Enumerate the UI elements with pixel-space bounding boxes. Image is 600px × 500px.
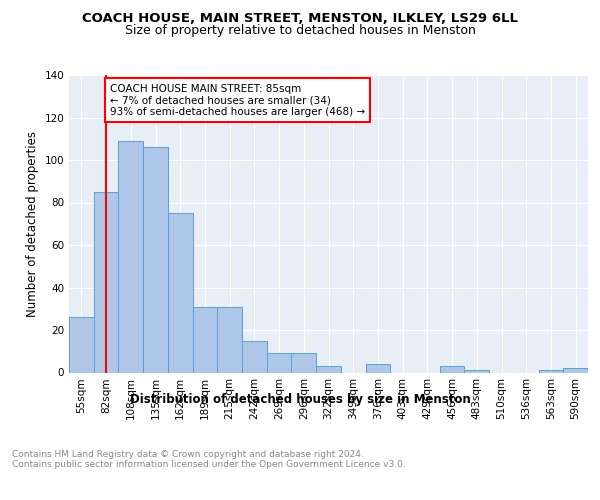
Text: COACH HOUSE MAIN STREET: 85sqm
← 7% of detached houses are smaller (34)
93% of s: COACH HOUSE MAIN STREET: 85sqm ← 7% of d… [110,84,365,116]
Bar [464,370,489,372]
Bar [440,366,464,372]
Bar [539,370,563,372]
Bar [292,354,316,372]
Bar [143,147,168,372]
Bar [242,340,267,372]
Bar [217,306,242,372]
Bar [365,364,390,372]
Text: Size of property relative to detached houses in Menston: Size of property relative to detached ho… [125,24,475,37]
Text: Contains HM Land Registry data © Crown copyright and database right 2024.
Contai: Contains HM Land Registry data © Crown c… [12,450,406,469]
Bar [563,368,588,372]
Bar [118,141,143,372]
Text: COACH HOUSE, MAIN STREET, MENSTON, ILKLEY, LS29 6LL: COACH HOUSE, MAIN STREET, MENSTON, ILKLE… [82,12,518,26]
Bar [267,354,292,372]
Y-axis label: Number of detached properties: Number of detached properties [26,130,39,317]
Bar [193,306,217,372]
Bar [316,366,341,372]
Bar [168,213,193,372]
Bar [69,318,94,372]
Bar [94,192,118,372]
Text: Distribution of detached houses by size in Menston: Distribution of detached houses by size … [130,392,470,406]
